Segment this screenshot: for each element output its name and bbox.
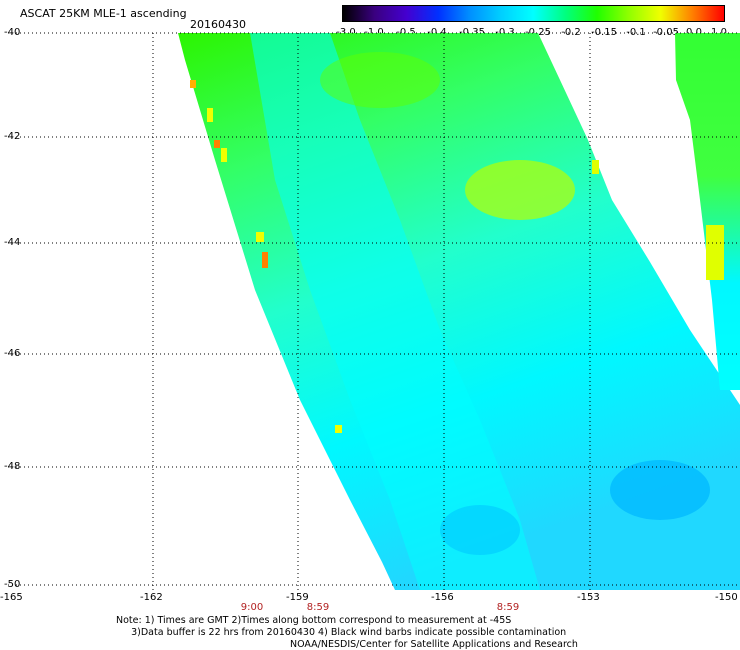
time-label: 8:59 xyxy=(496,602,520,613)
swath-blue-patch-2 xyxy=(440,505,520,555)
time-label: 9:00 xyxy=(240,602,264,613)
map-date: 20160430 xyxy=(190,18,246,31)
colorbar-label: -0.2 xyxy=(561,27,581,38)
lon-label: -162 xyxy=(140,592,163,603)
edge-pixel xyxy=(221,148,227,162)
colorbar-label: -0.5 xyxy=(396,27,416,38)
lon-label: -159 xyxy=(286,592,309,603)
colorbar-label: -1.0 xyxy=(364,27,384,38)
footnote-line-2: 3)Data buffer is 22 hrs from 20160430 4)… xyxy=(131,627,567,638)
colorbar-label: -0.05 xyxy=(653,27,679,38)
right-yellow-patch xyxy=(706,225,724,280)
lon-label: -153 xyxy=(577,592,600,603)
colorbar-label: -3.0 xyxy=(336,27,356,38)
lat-label: -44 xyxy=(4,237,21,248)
colorbar-label: -0.25 xyxy=(525,27,551,38)
map-grid xyxy=(8,32,740,590)
lat-label: -50 xyxy=(4,579,21,590)
lat-label: -40 xyxy=(4,27,21,38)
swath-green-patch xyxy=(320,52,440,108)
time-label: 8:59 xyxy=(306,602,330,613)
colorbar-label: 1.0 xyxy=(711,27,727,38)
footnote: Note: 1) Times are GMT 2)Times along bot… xyxy=(116,615,566,639)
edge-pixel xyxy=(207,108,213,122)
swath-yellow-patch xyxy=(465,160,575,220)
footnote-line-1: Note: 1) Times are GMT 2)Times along bot… xyxy=(116,615,512,626)
lat-label: -48 xyxy=(4,461,21,472)
colorbar xyxy=(342,5,725,22)
edge-pixel xyxy=(262,252,268,268)
swath-cyan-band xyxy=(250,33,540,590)
edge-pixel xyxy=(335,425,342,433)
lon-label: -156 xyxy=(431,592,454,603)
edge-pixel xyxy=(592,160,599,174)
edge-pixel xyxy=(214,140,220,148)
lat-label: -46 xyxy=(4,348,21,359)
swath-blue-patch xyxy=(610,460,710,520)
lon-label: -165 xyxy=(0,592,23,603)
lon-label: -150 xyxy=(715,592,738,603)
colorbar-label: 0.0 xyxy=(686,27,702,38)
map-title: ASCAT 25KM MLE-1 ascending xyxy=(20,7,187,20)
lat-label: -42 xyxy=(4,131,21,142)
credit-line: NOAA/NESDIS/Center for Satellite Applica… xyxy=(290,639,578,650)
edge-pixel xyxy=(256,232,264,242)
edge-pixel xyxy=(190,80,196,88)
right-swath-coverage xyxy=(675,33,740,390)
